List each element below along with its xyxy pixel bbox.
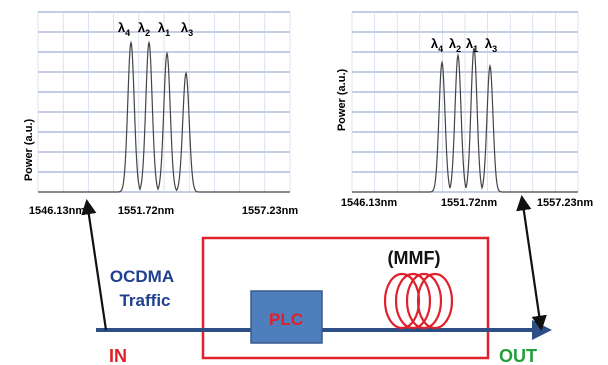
x-tick-label: 1551.72nm	[118, 205, 174, 217]
spectrum-trace	[352, 47, 578, 193]
wavelength-peak-label: λ4	[431, 36, 443, 54]
input-pointer-arrow	[81, 198, 108, 331]
setup-diagram: PLC (MMF) OCDMA Traffic IN OUT	[81, 194, 552, 365]
wavelength-peak-label: λ3	[181, 20, 193, 38]
wavelength-peak-label: λ1	[158, 20, 170, 38]
output-pointer-arrow	[516, 194, 547, 332]
input-spectrum-plot: λ4 λ2 λ1 λ3 Power (a.u.) 1546.13nm 1551.72n…	[23, 11, 298, 217]
peak-labels: λ4 λ2 λ1 λ3	[118, 20, 193, 38]
in-label: IN	[109, 346, 127, 365]
ocdma-traffic-label: OCDMA	[110, 267, 174, 286]
y-axis-label: Power (a.u.)	[23, 118, 35, 181]
plot-grid	[351, 11, 579, 193]
spectrum-trace	[38, 40, 290, 193]
wavelength-peak-label: λ2	[449, 36, 461, 54]
wavelength-peak-label: λ1	[466, 36, 478, 54]
wavelength-peak-label: λ4	[118, 20, 130, 38]
out-label: OUT	[499, 346, 537, 365]
x-tick-label: 1557.23nm	[537, 197, 593, 209]
wavelength-peak-label: λ3	[485, 36, 497, 54]
plc-label: PLC	[269, 310, 303, 329]
plc-block	[250, 290, 323, 344]
x-tick-label: 1546.13nm	[341, 197, 397, 209]
mmf-coil-icon	[383, 272, 454, 330]
x-tick-label: 1551.72nm	[441, 197, 497, 209]
peak-labels: λ4 λ2 λ1 λ3	[431, 36, 497, 54]
wavelength-peak-label: λ2	[138, 20, 150, 38]
device-enclosure-box	[201, 236, 490, 360]
output-spectrum-plot: λ4 λ2 λ1 λ3 Power (a.u.) 1546.13nm 1551.72n…	[336, 11, 593, 209]
x-tick-label: 1557.23nm	[242, 205, 298, 217]
x-tick-label: 1546.13nm	[29, 205, 85, 217]
y-axis-label: Power (a.u.)	[336, 68, 348, 131]
mmf-label: (MMF)	[388, 248, 441, 268]
ocdma-traffic-label: Traffic	[119, 291, 170, 310]
